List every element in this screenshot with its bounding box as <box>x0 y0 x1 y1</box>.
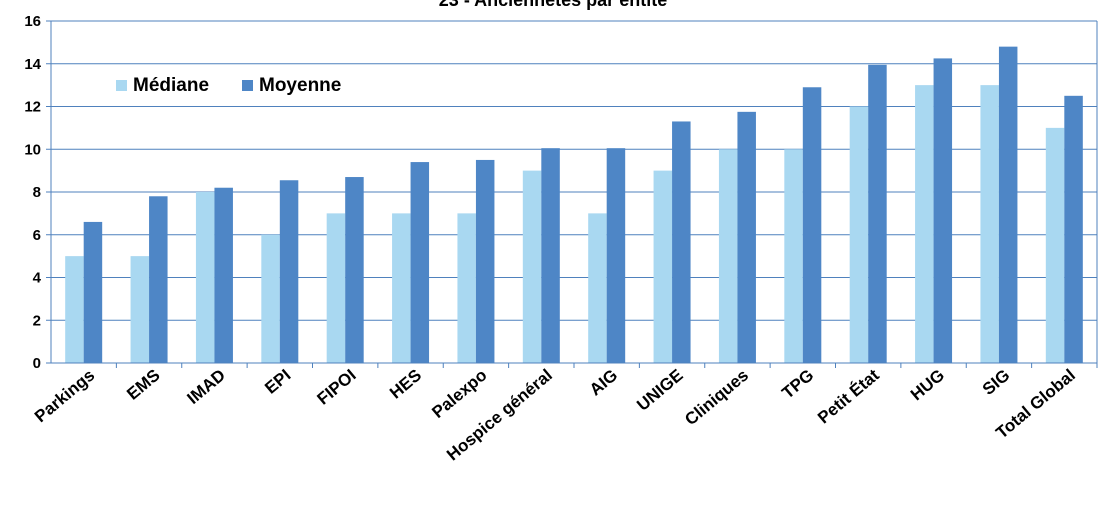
bar-mediane <box>261 234 280 363</box>
bar-mediane <box>195 192 215 363</box>
bar-moyenne <box>279 180 299 363</box>
bar-moyenne <box>672 121 691 364</box>
bar-mediane <box>130 256 150 363</box>
bar-mediane <box>326 213 346 363</box>
bar-moyenne <box>1064 95 1083 363</box>
bar-mediane <box>784 149 803 363</box>
x-category-label: IMAD <box>184 366 229 408</box>
legend-swatch <box>116 80 127 91</box>
y-tick-label: 2 <box>33 312 41 329</box>
x-category-label: SIG <box>979 366 1014 399</box>
legend-label: Moyenne <box>259 75 341 96</box>
y-tick-label: 8 <box>33 184 41 201</box>
bar-moyenne <box>933 58 953 363</box>
bar-moyenne <box>149 196 168 363</box>
bar-moyenne <box>214 187 233 363</box>
legend: Médiane Moyenne <box>116 75 341 96</box>
bar-moyenne <box>606 148 626 363</box>
x-category-label: EPI <box>261 366 294 398</box>
bar-mediane <box>653 170 673 363</box>
bar-moyenne <box>410 162 430 363</box>
bar-moyenne <box>802 87 822 363</box>
x-category-label: EMS <box>123 366 163 404</box>
x-category-label: Cliniques <box>681 366 752 430</box>
x-category-label: HUG <box>907 366 948 405</box>
bar-mediane <box>718 149 738 363</box>
bars <box>65 46 1083 364</box>
x-category-label: Petit État <box>814 365 883 427</box>
bar-moyenne <box>737 111 756 363</box>
bar-moyenne <box>868 64 887 363</box>
x-category-label: TPG <box>778 366 817 403</box>
bar-mediane <box>65 256 84 363</box>
bar-mediane <box>849 106 869 363</box>
y-tick-label: 16 <box>24 13 41 30</box>
bar-mediane <box>522 170 542 363</box>
bar-mediane <box>392 213 411 363</box>
chart-title: 23 - Anciennetés par entité <box>439 0 667 10</box>
bar-moyenne <box>475 159 495 363</box>
legend-label: Médiane <box>133 75 209 96</box>
bar-mediane <box>457 213 476 363</box>
bar-moyenne <box>345 177 364 363</box>
x-category-label: AIG <box>586 366 621 400</box>
x-category-label: Palexpo <box>428 366 490 422</box>
y-tick-label: 4 <box>33 270 42 287</box>
y-tick-label: 10 <box>24 141 41 158</box>
axes <box>46 20 1098 368</box>
bar-mediane <box>915 85 934 363</box>
bar-moyenne <box>541 148 560 363</box>
x-category-label: FIPOI <box>314 366 360 409</box>
y-tick-label: 6 <box>33 227 41 244</box>
y-tick-label: 0 <box>33 355 41 372</box>
bar-mediane <box>588 213 607 363</box>
bar-mediane <box>980 85 999 363</box>
bar-moyenne <box>83 221 103 363</box>
x-category-label: HES <box>386 366 425 403</box>
x-category-label: Parkings <box>31 366 98 427</box>
y-tick-label: 12 <box>24 99 41 116</box>
bar-moyenne <box>998 46 1018 364</box>
y-tick-label: 14 <box>24 56 41 73</box>
x-category-label: UNIGE <box>633 366 686 415</box>
bar-mediane <box>1045 127 1065 363</box>
legend-swatch <box>242 80 253 91</box>
